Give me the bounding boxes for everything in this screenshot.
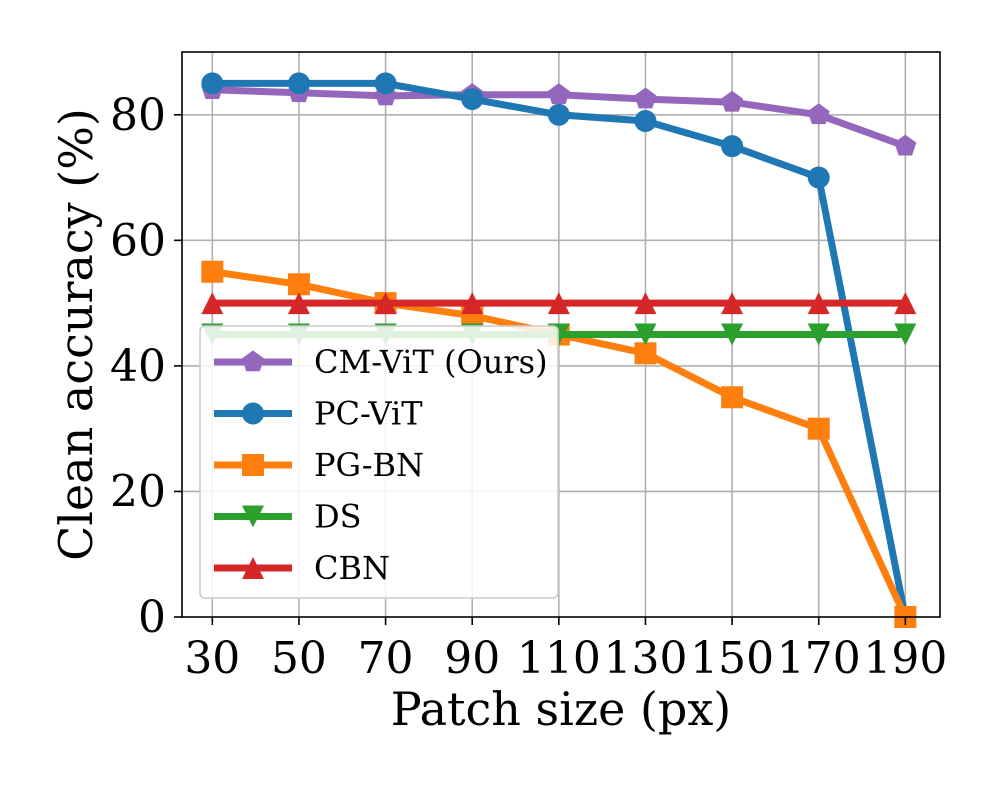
data-point <box>201 260 224 283</box>
data-point <box>461 88 484 111</box>
data-point <box>287 72 310 95</box>
data-point <box>721 386 744 409</box>
data-point <box>807 166 830 189</box>
data-point <box>547 292 570 315</box>
legend-label: PG-BN <box>314 446 424 484</box>
legend-entry: CM-ViT (Ours) <box>214 343 548 381</box>
data-point <box>634 110 657 133</box>
legend-label: PC-ViT <box>314 395 423 433</box>
data-point <box>721 90 744 112</box>
data-point <box>634 87 657 109</box>
legend-marker <box>242 402 264 425</box>
x-tick-label: 90 <box>444 633 500 684</box>
legend-entry: DS <box>214 498 362 536</box>
x-tick-label: 190 <box>863 633 947 684</box>
legend-box <box>199 325 559 599</box>
data-point <box>287 273 310 296</box>
data-point <box>721 135 744 158</box>
x-tick-label: 110 <box>517 633 601 684</box>
data-point <box>287 292 310 315</box>
x-tick-label: 150 <box>690 633 774 684</box>
data-point <box>894 134 917 156</box>
data-point <box>461 292 484 315</box>
data-point <box>894 292 917 315</box>
legend-marker <box>242 350 264 372</box>
data-point <box>894 323 917 346</box>
y-tick-label: 0 <box>138 592 166 643</box>
plot-frame <box>181 51 941 618</box>
y-tick-label: 80 <box>110 90 166 141</box>
y-tick-label: 60 <box>110 215 166 266</box>
x-tick-label: 50 <box>271 633 327 684</box>
data-point <box>374 72 397 95</box>
data-point <box>807 323 830 346</box>
data-point <box>547 103 570 126</box>
legend-marker <box>242 454 264 476</box>
x-tick-label: 170 <box>777 633 861 684</box>
data-point <box>547 83 570 104</box>
data-point <box>721 323 744 346</box>
x-tick-label: 70 <box>358 633 414 684</box>
legend-entry: PC-ViT <box>214 395 423 433</box>
x-tick-label: 130 <box>603 633 687 684</box>
legend-label: CBN <box>314 549 390 587</box>
legend-marker <box>242 557 264 579</box>
legend-label: CM-ViT (Ours) <box>314 343 548 381</box>
x-tick-label: 30 <box>184 633 240 684</box>
data-point <box>807 417 830 440</box>
legend: CM-ViT (Ours) PC-ViT PG-BN DS CBN <box>199 325 559 599</box>
data-point <box>807 103 830 125</box>
y-tick-label: 20 <box>110 466 166 517</box>
data-point <box>634 342 657 365</box>
data-point <box>634 323 657 346</box>
data-point <box>721 292 744 315</box>
ticks: 30 50 70 90 110 130 150 170 190 0 20 40 60 80 <box>110 90 947 684</box>
y-tick-label: 40 <box>110 341 166 392</box>
series-cbn <box>201 292 917 315</box>
data-point <box>374 292 397 315</box>
data-point <box>807 292 830 315</box>
y-axis-label: Clean accuracy (%) <box>49 108 103 561</box>
data-point <box>201 292 224 315</box>
data-point <box>634 292 657 315</box>
legend-label: DS <box>314 498 362 536</box>
legend-entry: CBN <box>214 549 390 587</box>
x-axis-label: Patch size (px) <box>391 682 732 736</box>
legend-marker <box>242 505 264 528</box>
data-point <box>201 72 224 95</box>
legend-entry: PG-BN <box>214 446 424 484</box>
